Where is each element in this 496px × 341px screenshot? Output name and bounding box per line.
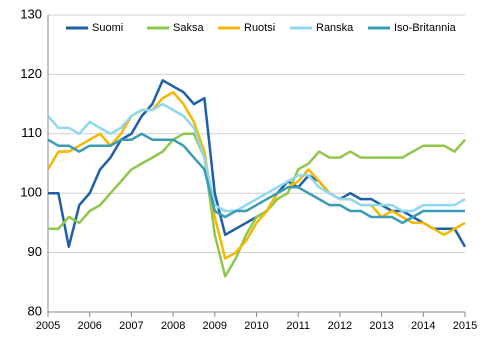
x-tick-label: 2006	[77, 320, 101, 332]
x-tick-label: 2010	[244, 320, 268, 332]
series-line	[47, 132, 465, 225]
x-tick-label: 2007	[119, 320, 143, 332]
y-tick-label: 80	[28, 303, 42, 318]
x-tick-label: 2014	[411, 320, 435, 332]
legend-label: Ranska	[316, 22, 354, 34]
x-tick-label: 2008	[161, 320, 185, 332]
y-tick-label: 90	[28, 244, 42, 259]
y-tick-label: 130	[20, 6, 42, 21]
x-tick-label: 2011	[286, 320, 310, 332]
y-tick-label: 120	[20, 66, 42, 81]
y-tick-label: 110	[21, 125, 42, 140]
x-tick-label: 2005	[36, 320, 60, 332]
legend-label: Saksa	[173, 22, 204, 34]
x-tick-label: 2015	[453, 320, 477, 332]
series-line	[48, 132, 466, 278]
x-tick-label: 2012	[328, 320, 352, 332]
series-line	[46, 90, 466, 260]
legend-label: Ruotsi	[244, 22, 275, 34]
y-tick-label: 100	[20, 185, 42, 200]
x-tick-label: 2009	[203, 320, 227, 332]
legend-label: Suomi	[92, 22, 123, 34]
x-tick-label: 2013	[369, 320, 393, 332]
legend-label: Iso-Britannia	[394, 22, 457, 34]
series-line	[47, 102, 466, 213]
